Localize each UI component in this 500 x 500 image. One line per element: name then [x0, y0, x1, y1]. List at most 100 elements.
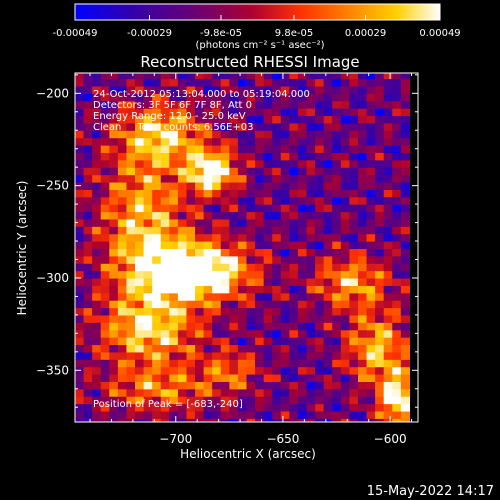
- heatmap-cell: [75, 233, 85, 242]
- heatmap-cell: [100, 255, 110, 264]
- heatmap-cell: [255, 277, 265, 286]
- heatmap-cell: [100, 78, 110, 87]
- heatmap-cell: [177, 418, 188, 422]
- heatmap-cell: [195, 300, 205, 309]
- heatmap-cell: [315, 255, 325, 264]
- heatmap-cell: [375, 78, 385, 87]
- heatmap-cell: [195, 270, 205, 279]
- heatmap-cell: [160, 418, 170, 422]
- heatmap-cell: [135, 115, 145, 124]
- heatmap-cell: [323, 100, 333, 109]
- heatmap-cell: [203, 396, 213, 405]
- heatmap-cell: [255, 292, 265, 301]
- heatmap-cell: [160, 322, 170, 331]
- heatmap-cell: [126, 418, 136, 422]
- heatmap-cell: [117, 322, 128, 331]
- heatmap-cell: [246, 285, 256, 294]
- heatmap-cell: [263, 167, 273, 176]
- heatmap-cell: [186, 410, 196, 419]
- heatmap-cell: [177, 366, 188, 375]
- heatmap-cell: [109, 93, 119, 102]
- heatmap-cell: [126, 403, 136, 412]
- heatmap-cell: [392, 152, 402, 161]
- heatmap-cell: [349, 174, 359, 183]
- heatmap-cell: [135, 174, 145, 183]
- heatmap-cell: [280, 285, 290, 294]
- heatmap-cell: [255, 307, 265, 316]
- heatmap-cell: [160, 351, 170, 360]
- heatmap-cell: [109, 314, 119, 323]
- heatmap-cell: [92, 115, 102, 124]
- heatmap-cell: [160, 167, 170, 176]
- heatmap-cell: [195, 410, 205, 419]
- heatmap-cell: [100, 241, 110, 250]
- heatmap-cell: [280, 100, 290, 109]
- heatmap-cell: [160, 174, 170, 183]
- heatmap-cell: [109, 337, 119, 346]
- heatmap-cell: [220, 189, 230, 198]
- heatmap-cell: [323, 78, 333, 87]
- heatmap-cell: [357, 314, 368, 323]
- heatmap-cell: [229, 255, 239, 264]
- heatmap-cell: [186, 93, 196, 102]
- heatmap-cell: [280, 300, 290, 309]
- heatmap-cell: [237, 204, 248, 213]
- heatmap-cell: [117, 396, 128, 405]
- heatmap-cell: [272, 277, 282, 286]
- heatmap-cell: [117, 85, 128, 94]
- heatmap-cell: [289, 418, 299, 422]
- heatmap-cell: [349, 396, 359, 405]
- heatmap-cell: [160, 344, 170, 353]
- heatmap-cell: [160, 78, 170, 87]
- heatmap-cell: [349, 78, 359, 87]
- heatmap-cell: [400, 388, 411, 397]
- heatmap-cell: [375, 189, 385, 198]
- heatmap-cell: [246, 366, 256, 375]
- heatmap-cell: [195, 174, 205, 183]
- heatmap-cell: [392, 263, 402, 272]
- heatmap-cell: [366, 366, 376, 375]
- heatmap-cell: [306, 300, 316, 309]
- heatmap-cell: [160, 255, 170, 264]
- heatmap-cell: [109, 396, 119, 405]
- heatmap-cell: [83, 211, 93, 220]
- heatmap-cell: [332, 292, 342, 301]
- heatmap-cell: [289, 388, 299, 397]
- heatmap-cell: [366, 300, 376, 309]
- heatmap-cell: [323, 388, 333, 397]
- heatmap-cell: [220, 93, 230, 102]
- heatmap-cell: [237, 189, 248, 198]
- heatmap-cell: [323, 396, 333, 405]
- heatmap-cell: [177, 218, 188, 227]
- heatmap-cell: [229, 351, 239, 360]
- heatmap-cell: [109, 410, 119, 419]
- heatmap-cell: [160, 130, 170, 139]
- heatmap-cell: [237, 248, 248, 257]
- heatmap-cell: [117, 351, 128, 360]
- heatmap-cell: [135, 241, 145, 250]
- heatmap-cell: [186, 174, 196, 183]
- heatmap-cell: [126, 130, 136, 139]
- heatmap-cell: [263, 233, 273, 242]
- heatmap-cell: [246, 307, 256, 316]
- heatmap-cell: [160, 270, 170, 279]
- heatmap-cell: [92, 329, 102, 338]
- heatmap-cell: [186, 285, 196, 294]
- heatmap-cell: [383, 418, 393, 422]
- heatmap-cell: [357, 189, 368, 198]
- heatmap-cell: [135, 255, 145, 264]
- heatmap-cell: [272, 167, 282, 176]
- heatmap-cell: [246, 359, 256, 368]
- heatmap-cell: [160, 403, 170, 412]
- heatmap-cell: [143, 196, 153, 205]
- heatmap-cell: [186, 314, 196, 323]
- heatmap-cell: [237, 100, 248, 109]
- heatmap-cell: [289, 85, 299, 94]
- heatmap-cell: [400, 359, 411, 368]
- heatmap-cell: [366, 100, 376, 109]
- heatmap-cell: [400, 130, 411, 139]
- heatmap-cell: [340, 108, 350, 117]
- heatmap-cell: [229, 418, 239, 422]
- heatmap-cell: [195, 373, 205, 382]
- heatmap-cell: [349, 152, 359, 161]
